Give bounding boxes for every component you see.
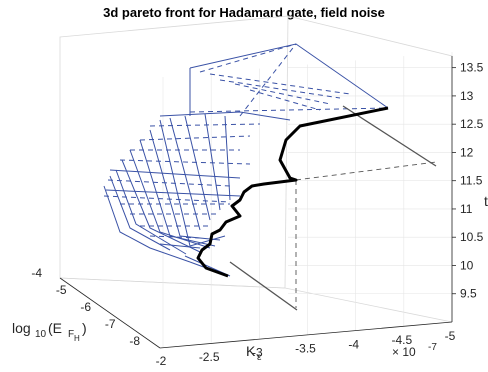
y-label-open: (E [48, 320, 62, 336]
y-label-main: log [12, 320, 31, 336]
x-tick-label: -3 [252, 346, 263, 360]
x-axis-label: K ε [246, 343, 262, 363]
z-tick-label: 10.5 [460, 230, 484, 244]
z-tick-label: 12.5 [460, 117, 484, 131]
x-tick-label: -4.5 [391, 333, 412, 347]
z-tick-label: 11.5 [460, 174, 483, 188]
x-tick-labels: -2 -2.5 -3 -3.5 -4 -4.5 -5 [156, 329, 456, 368]
y-tick-labels: -4 -5 -6 -7 -8 [31, 266, 140, 348]
y-tick-label: -8 [129, 334, 140, 348]
y-axis-label: log 10 (E F H ) [12, 320, 87, 343]
axes [59, 56, 453, 349]
x-label-main: K [246, 343, 256, 359]
y-label-base: 10 [35, 329, 47, 340]
grid-lines [162, 52, 453, 347]
x-exponent-power: -7 [428, 342, 437, 353]
pareto-front-line [196, 106, 389, 278]
x-tick-label: -2 [156, 354, 167, 368]
projections [229, 105, 437, 311]
back-walls [59, 15, 453, 323]
z-tick-label: 9.5 [460, 287, 477, 301]
z-tick-label: 11 [460, 202, 473, 216]
z-tick-labels: 9.5 10 10.5 11 11.5 12 12.5 13 13.5 [452, 61, 484, 301]
y-label-sub2: H [74, 334, 80, 343]
x-exponent: × 10 -7 [392, 342, 437, 359]
y-tick-label: -5 [56, 283, 67, 297]
x-tick-label: -3.5 [295, 342, 316, 356]
y-label-close: ) [82, 320, 87, 336]
x-tick-label: -5 [445, 329, 456, 343]
z-tick-label: 10 [460, 258, 474, 272]
y-tick-label: -7 [105, 317, 116, 331]
z-tick-label: 12 [460, 145, 474, 159]
x-label-sub: ε [257, 352, 262, 363]
surface-mesh [103, 43, 389, 277]
y-tick-label: -6 [80, 300, 91, 314]
z-axis-label: t [484, 193, 488, 209]
y-tick-label: -4 [31, 266, 42, 280]
x-tick-label: -2.5 [199, 350, 220, 364]
z-tick-label: 13 [460, 89, 474, 103]
y-label-sub1: F [68, 329, 74, 340]
x-tick-label: -4 [348, 337, 359, 351]
chart-title: 3d pareto front for Hadamard gate, field… [103, 5, 385, 20]
z-tick-label: 13.5 [460, 61, 484, 75]
x-exponent-base: × 10 [392, 345, 416, 359]
